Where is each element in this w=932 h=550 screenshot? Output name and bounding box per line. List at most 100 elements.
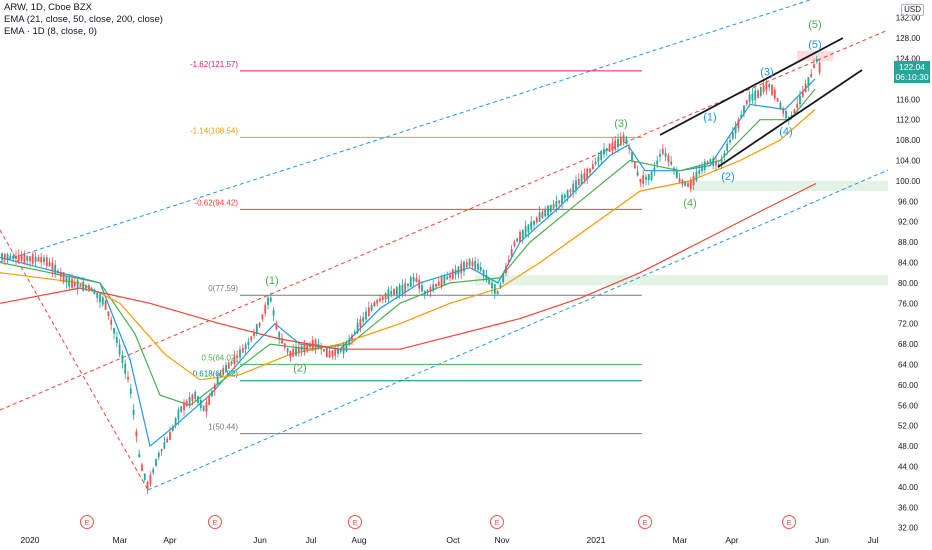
candle-body — [591, 164, 594, 170]
candle-body — [401, 284, 404, 293]
candle-body — [174, 418, 177, 425]
time-axis-tick: Jun — [253, 535, 267, 545]
price-axis-tick: 68.00 — [898, 340, 919, 349]
candle-body — [681, 179, 684, 185]
candle-body — [505, 266, 507, 274]
candle-body — [605, 148, 608, 151]
currency-label[interactable]: USD — [901, 4, 924, 16]
wave-label: (4) — [779, 126, 792, 138]
ema-line — [0, 78, 816, 448]
candle-body — [303, 343, 306, 352]
channel-upper-line — [0, 0, 811, 263]
axis-layer: 132.00128.00124.00120.00116.00112.00108.… — [21, 14, 921, 545]
candle-body — [446, 276, 449, 280]
candle-body — [127, 376, 129, 380]
price-axis-tick: 72.00 — [898, 320, 919, 329]
time-axis-tick: 2020 — [21, 535, 40, 545]
candle-body — [225, 364, 227, 373]
channel-connector-line — [0, 229, 149, 491]
candle-body — [412, 277, 415, 282]
fib-level-label: -1.14(108.54) — [190, 126, 238, 135]
candle-body — [759, 86, 762, 96]
candle-body — [421, 285, 423, 292]
candle-body — [762, 84, 765, 92]
wave-label: (1) — [265, 275, 278, 287]
candle-body — [628, 147, 631, 150]
candle-body — [191, 394, 194, 402]
earnings-marker-label: E — [84, 518, 89, 527]
candle-body — [258, 322, 261, 326]
last-price: 122.04 — [899, 62, 925, 72]
candle-body — [73, 282, 76, 286]
candle-body — [334, 349, 337, 356]
candle-body — [247, 341, 250, 346]
time-axis-tick: Mar — [673, 535, 688, 545]
candle-body — [202, 405, 205, 411]
wave-label: (5) — [808, 39, 821, 51]
candle-body — [547, 205, 549, 216]
candle-body — [132, 409, 135, 416]
candle-body — [493, 284, 496, 294]
candle-body — [359, 319, 362, 328]
candle-body — [650, 171, 653, 181]
candle-body — [146, 481, 149, 490]
candle-body — [555, 201, 558, 208]
candle-body — [801, 90, 804, 97]
candle-body — [311, 339, 314, 350]
wave-label: (3) — [614, 118, 627, 130]
price-axis-tick: 76.00 — [898, 299, 919, 308]
candle-body — [586, 168, 589, 179]
candle-body — [659, 153, 661, 157]
candle-body — [230, 361, 233, 365]
candle-body — [337, 349, 339, 354]
candle-body — [381, 296, 384, 300]
candle-body — [558, 200, 561, 204]
candle-body — [348, 339, 351, 345]
candle-body — [166, 438, 169, 443]
candle-body — [283, 343, 286, 348]
candle-body — [138, 453, 141, 457]
candle-body — [611, 142, 614, 151]
price-axis-tick: 84.00 — [898, 259, 919, 268]
candle-body — [485, 274, 488, 281]
candle-body — [356, 322, 359, 333]
candle-body — [40, 256, 43, 263]
candle-body — [261, 314, 264, 320]
candle-body — [96, 292, 99, 299]
price-axis-tick: 60.00 — [898, 381, 919, 390]
earnings-marker — [782, 515, 796, 529]
candle-body — [561, 194, 563, 204]
legend-ema-21-50-200[interactable]: EMA (21, close, 50, close, 200, close) — [4, 14, 163, 25]
candle-body — [26, 256, 29, 261]
candle-body — [239, 349, 241, 358]
earnings-marker — [208, 515, 222, 529]
candle-body — [370, 305, 373, 311]
candle-body — [51, 262, 54, 271]
price-axis-tick: 100.00 — [896, 177, 921, 186]
candle-body — [395, 287, 398, 295]
candle-body — [633, 161, 636, 169]
time-axis-tick: Jul — [306, 535, 317, 545]
candle-body — [314, 339, 317, 350]
earnings-marker-label: E — [642, 518, 647, 527]
candle-body — [779, 102, 782, 110]
candle-body — [580, 174, 583, 185]
candle-body — [183, 402, 185, 411]
last-price-tag: 122.04 06:10:30 — [894, 61, 930, 83]
channels-layer — [0, 0, 889, 491]
candle-body — [449, 274, 451, 278]
earnings-marker — [80, 515, 94, 529]
candle-body — [90, 288, 93, 292]
candle-body — [135, 431, 138, 437]
candle-body — [272, 310, 275, 316]
candle-body — [219, 372, 222, 376]
candle-body — [513, 241, 516, 246]
wave-label: (1) — [703, 112, 716, 124]
legend-ema-8[interactable]: EMA · 1D (8, close, 0) — [4, 26, 97, 37]
candle-body — [538, 212, 541, 222]
candle-body — [617, 138, 619, 147]
legend-symbol[interactable]: ARW, 1D, Cboe BZX — [4, 2, 92, 13]
candle-body — [451, 269, 454, 279]
candle-body — [169, 431, 171, 440]
